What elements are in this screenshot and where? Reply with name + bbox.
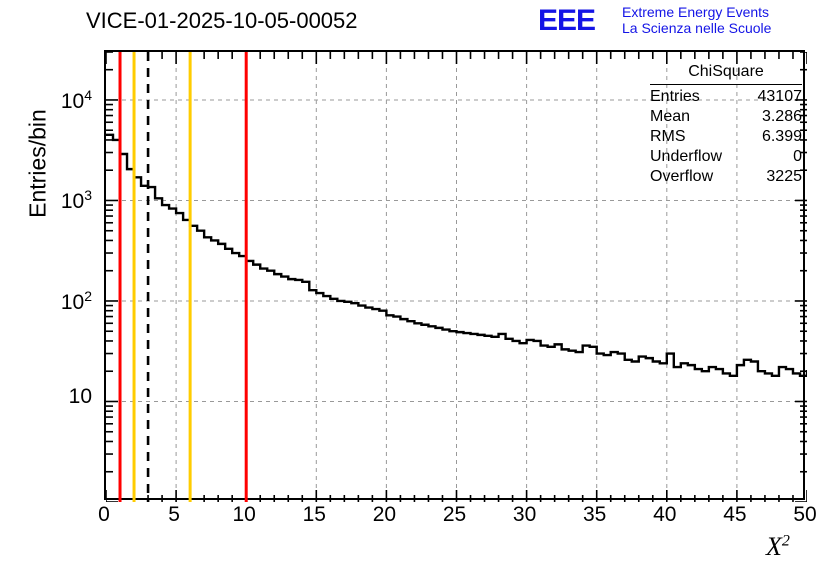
stats-key: Entries (650, 88, 700, 105)
stats-value: 43107 (757, 88, 803, 105)
eee-logo-line2: La Scienza nelle Scuole (622, 20, 772, 36)
y-tick-label: 104 (60, 86, 92, 113)
x-axis-label: X2 (766, 532, 790, 561)
stats-row: Entries 43107 (650, 87, 802, 107)
stats-box: ChiSquare Entries 43107 Mean 3.286 RMS 6.399 U… (650, 62, 802, 187)
stats-row: RMS 6.399 (650, 127, 802, 147)
x-tick-label: 0 (98, 503, 110, 526)
x-tick-label: 30 (512, 503, 537, 526)
stats-row: Mean 3.286 (650, 107, 802, 127)
y-tick-label: 10 (68, 385, 92, 409)
stats-rows: Entries 43107 Mean 3.286 RMS 6.399 Underflow 0 O… (650, 87, 802, 187)
x-tick-label: 25 (442, 503, 467, 526)
plot-frame (104, 50, 807, 502)
stats-key: RMS (650, 128, 686, 145)
stats-value: 3.286 (761, 108, 802, 125)
eee-logo-text: Extreme Energy Events La Scienza nelle S… (622, 4, 828, 36)
stats-value: 3225 (766, 168, 802, 185)
histogram-outline (106, 133, 807, 378)
x-tick-label: 20 (372, 503, 397, 526)
stats-key: Mean (650, 108, 691, 125)
x-tick-label: 15 (302, 503, 326, 526)
eee-logo: EEE Extreme Energy Events La Scienza nel… (538, 4, 828, 38)
y-tick-label: 102 (60, 287, 92, 314)
x-tick-label: 35 (583, 503, 607, 526)
x-tick-label: 50 (793, 503, 817, 526)
stats-title: ChiSquare (688, 63, 764, 80)
stats-key: Underflow (650, 148, 723, 165)
x-tick-label: 10 (232, 503, 256, 526)
stats-value: 6.399 (761, 128, 802, 145)
stats-row: Overflow 3225 (650, 167, 802, 187)
x-tick-label: 5 (168, 503, 180, 526)
x-tick-label: 40 (653, 503, 677, 526)
stats-row: Underflow 0 (650, 147, 802, 167)
y-tick-label: 103 (60, 187, 92, 214)
page-title: VICE-01-2025-10-05-00052 (86, 8, 358, 33)
eee-logo-mark: EEE (538, 4, 596, 37)
stats-key: Overflow (650, 168, 714, 185)
x-tick-label: 45 (723, 503, 747, 526)
histogram-canvas (106, 52, 807, 502)
stats-divider (650, 84, 802, 85)
eee-logo-line1: Extreme Energy Events (622, 4, 770, 20)
stats-value: 0 (793, 148, 802, 165)
